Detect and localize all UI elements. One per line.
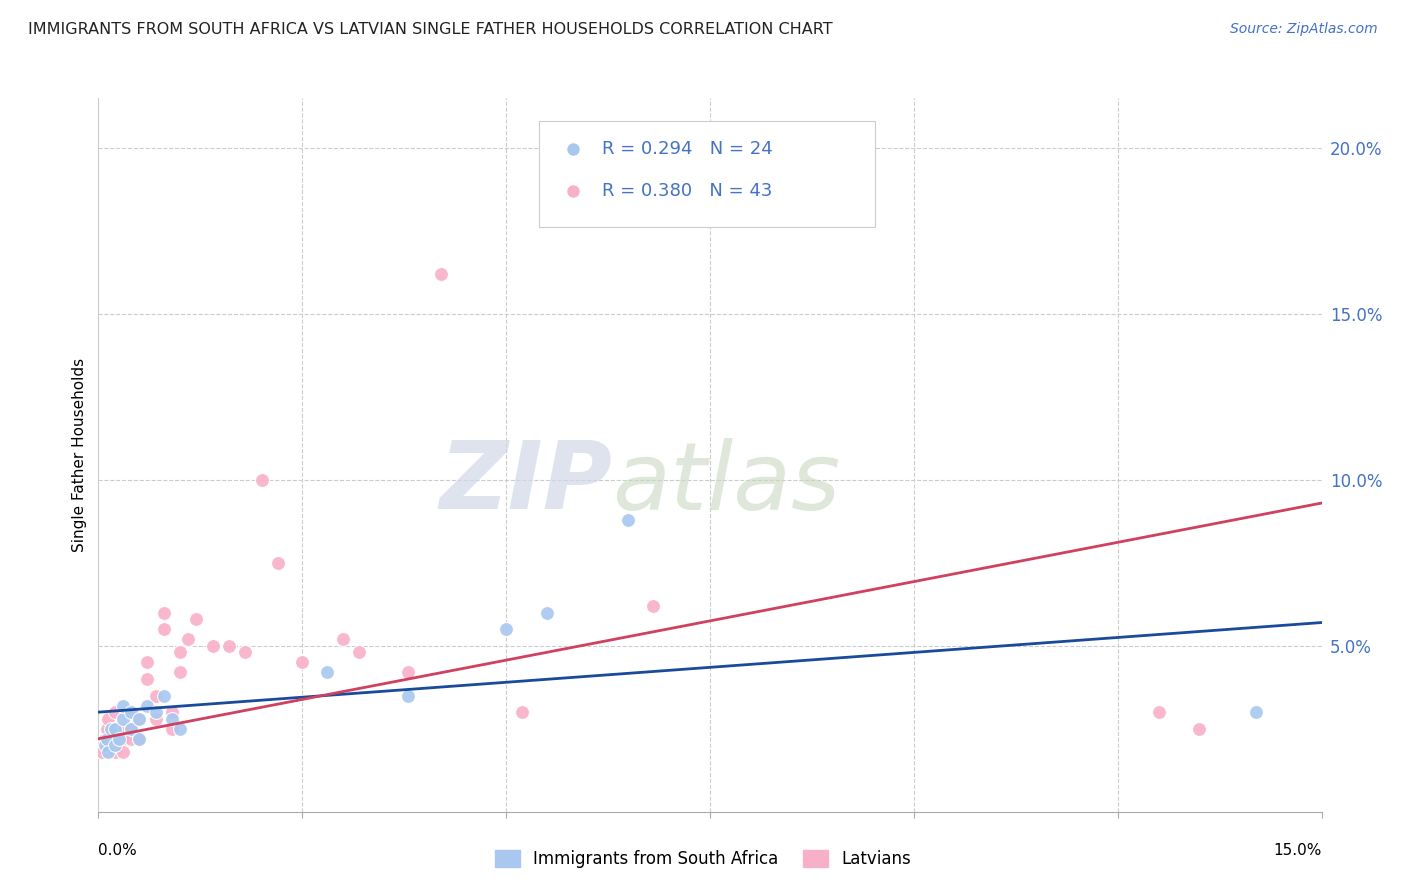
Point [94, 739, 117, 753]
Point [104, 722, 127, 736]
Point [218, 639, 240, 653]
Text: IMMIGRANTS FROM SOUTH AFRICA VS LATVIAN SINGLE FATHER HOUSEHOLDS CORRELATION CHA: IMMIGRANTS FROM SOUTH AFRICA VS LATVIAN … [28, 22, 832, 37]
Point [495, 622, 517, 636]
Point [160, 722, 183, 736]
Point [128, 731, 150, 746]
Point [111, 745, 134, 759]
Point [128, 712, 150, 726]
Point [396, 689, 419, 703]
Point [100, 722, 122, 736]
Point [186, 612, 208, 626]
Point [1188, 722, 1211, 736]
Point [111, 731, 134, 746]
Point [1246, 705, 1268, 719]
Point [120, 705, 142, 719]
Point [111, 712, 134, 726]
Point [120, 722, 142, 736]
Point [104, 722, 127, 736]
Text: 0.0%: 0.0% [98, 843, 138, 858]
Point [169, 722, 191, 736]
Point [145, 689, 167, 703]
Point [145, 705, 167, 719]
Point [536, 606, 558, 620]
Point [332, 632, 354, 647]
Point [97, 745, 120, 759]
Point [152, 606, 174, 620]
Point [267, 556, 290, 570]
Point [120, 722, 142, 736]
Point [291, 656, 314, 670]
Point [128, 712, 150, 726]
Text: atlas: atlas [612, 438, 841, 529]
Point [128, 731, 150, 746]
Point [136, 672, 159, 686]
Point [160, 705, 183, 719]
Text: Source: ZipAtlas.com: Source: ZipAtlas.com [1230, 22, 1378, 37]
Point [349, 645, 371, 659]
Point [96, 739, 118, 753]
Text: R = 0.380   N = 43: R = 0.380 N = 43 [602, 182, 773, 200]
Point [108, 731, 131, 746]
Point [136, 656, 159, 670]
Point [104, 745, 127, 759]
Point [160, 712, 183, 726]
Point [145, 712, 167, 726]
Y-axis label: Single Father Households: Single Father Households [72, 358, 87, 552]
FancyBboxPatch shape [538, 121, 875, 227]
Point [617, 513, 640, 527]
Point [430, 267, 453, 281]
Point [152, 689, 174, 703]
Point [201, 639, 224, 653]
Text: R = 0.294   N = 24: R = 0.294 N = 24 [602, 141, 773, 159]
Point [91, 745, 114, 759]
Point [94, 731, 117, 746]
Point [512, 705, 534, 719]
Point [100, 731, 122, 746]
Point [177, 632, 200, 647]
Point [152, 622, 174, 636]
Point [136, 698, 159, 713]
Legend: Immigrants from South Africa, Latvians: Immigrants from South Africa, Latvians [488, 843, 918, 875]
Point [1147, 705, 1170, 719]
Point [169, 645, 191, 659]
Point [104, 705, 127, 719]
Point [111, 722, 134, 736]
Point [97, 712, 120, 726]
Point [169, 665, 191, 680]
Point [96, 731, 118, 746]
Point [96, 722, 118, 736]
Text: ZIP: ZIP [439, 437, 612, 530]
Point [250, 473, 273, 487]
Point [396, 665, 419, 680]
Point [120, 731, 142, 746]
Text: 15.0%: 15.0% [1274, 843, 1322, 858]
Point [111, 698, 134, 713]
Point [120, 705, 142, 719]
Point [641, 599, 664, 613]
Point [315, 665, 337, 680]
Point [233, 645, 256, 659]
Point [104, 739, 127, 753]
